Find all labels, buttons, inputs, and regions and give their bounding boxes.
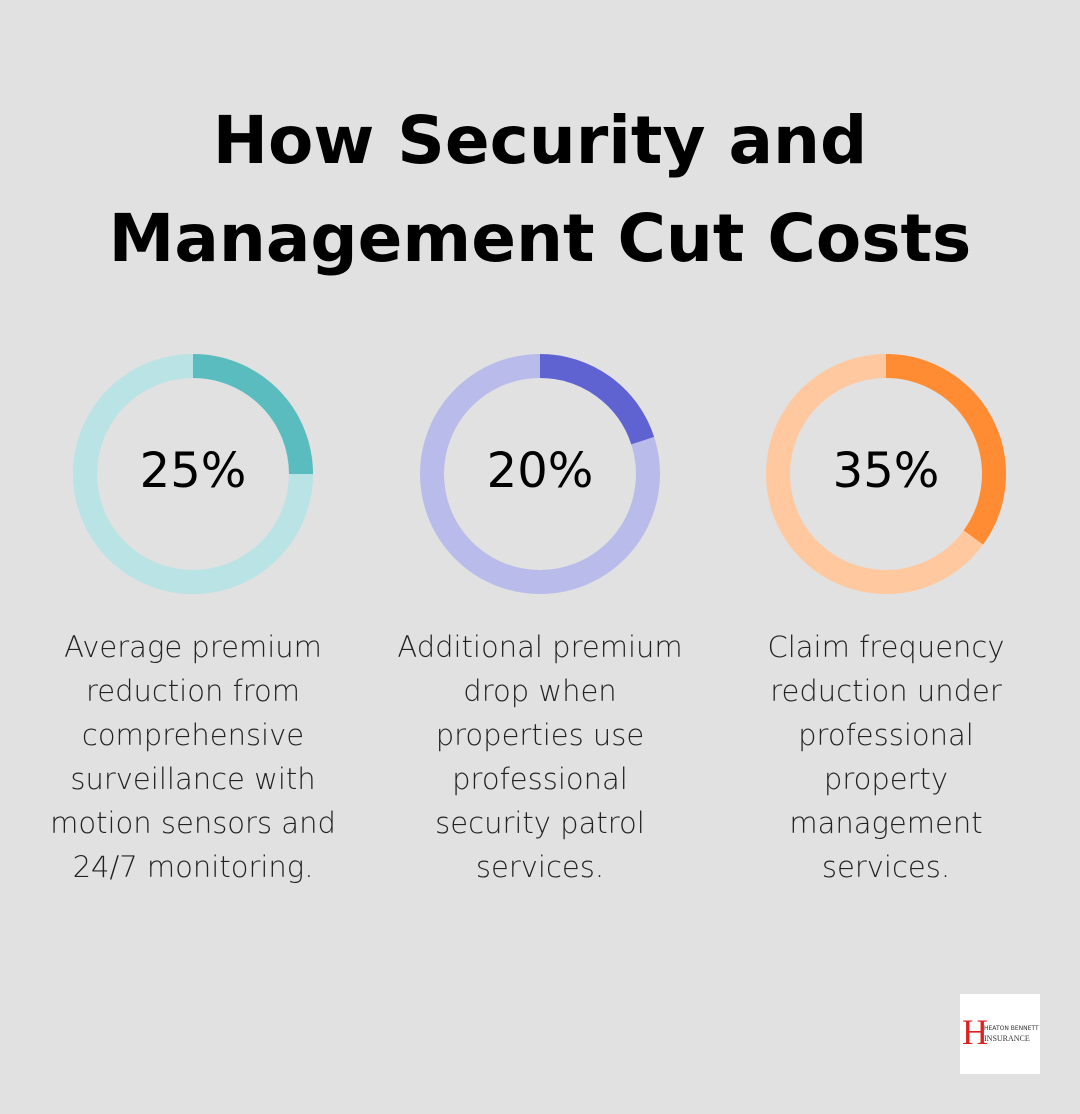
value-label: 20% bbox=[487, 443, 594, 499]
caption: Additional premium drop when properties … bbox=[397, 630, 683, 884]
donut-arc bbox=[885, 354, 1006, 545]
value-label: 35% bbox=[833, 443, 940, 499]
logo-initial: H bbox=[962, 1012, 988, 1052]
logo: H HEATON BENNETT INSURANCE bbox=[960, 994, 1040, 1074]
value-label: 25% bbox=[140, 443, 247, 499]
donut-arc bbox=[539, 354, 655, 445]
logo-line: INSURANCE bbox=[984, 1034, 1030, 1043]
logo-line: HEATON BENNETT bbox=[984, 1025, 1039, 1032]
title: How Security and Management Cut Costs bbox=[108, 102, 972, 277]
donut-arc bbox=[192, 354, 313, 475]
caption: Average premium reduction from comprehen… bbox=[50, 630, 336, 884]
caption: Claim frequency reduction under professi… bbox=[767, 630, 1005, 884]
charts: 25% 20% 35% bbox=[73, 354, 1006, 594]
